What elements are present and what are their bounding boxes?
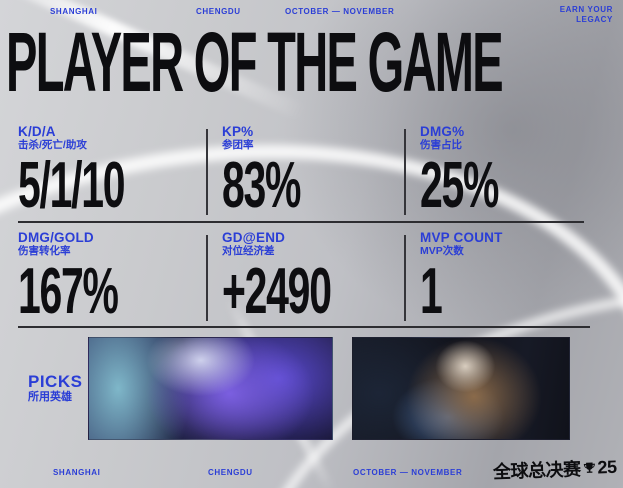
stat-label-cn: 对位经济差 xyxy=(222,245,275,257)
trophy-icon xyxy=(583,462,595,473)
stat-label: MVP COUNT xyxy=(420,230,503,245)
worlds-logo-year: 25 xyxy=(597,456,618,478)
stat-value: 167% xyxy=(18,254,119,327)
picks-section-label: PICKS 所用英雄 xyxy=(28,372,82,404)
stat-label: DMG/GOLD xyxy=(18,230,94,245)
stat-label: GD@END xyxy=(222,230,286,245)
stat-label-cn: MVP次数 xyxy=(420,245,464,257)
top-dates: OCTOBER — NOVEMBER xyxy=(285,7,395,16)
bottom-city-shanghai: SHANGHAI xyxy=(53,468,101,477)
bottom-city-chengdu: CHENGDU xyxy=(208,468,253,477)
stat-mvp-count: MVP COUNT MVP次数 1 xyxy=(420,230,600,327)
divider xyxy=(206,235,208,321)
stat-value: +2490 xyxy=(222,254,332,327)
stat-dmg-gold: DMG/GOLD 伤害转化率 167% xyxy=(18,230,198,327)
worlds-logo: 全球总决赛 25 xyxy=(493,454,617,484)
stat-kda: K/D/A 击杀/死亡/助攻 5/1/10 xyxy=(18,124,198,221)
stat-dmg-pct: DMG% 伤害占比 25% xyxy=(420,124,600,221)
tagline-line2: LEGACY xyxy=(576,15,613,24)
tagline-line1: EARN YOUR xyxy=(559,5,613,14)
divider xyxy=(404,235,406,321)
ryze-splash-image xyxy=(88,337,333,440)
divider xyxy=(404,129,406,215)
stat-label-cn: 伤害转化率 xyxy=(18,245,71,257)
stat-value: 1 xyxy=(420,254,443,327)
stat-label-cn: 击杀/死亡/助攻 xyxy=(18,139,87,151)
divider xyxy=(18,326,590,328)
stat-value: 83% xyxy=(222,148,301,221)
bottom-dates: OCTOBER — NOVEMBER xyxy=(353,468,463,477)
stat-kp: KP% 参团率 83% xyxy=(222,124,402,221)
divider xyxy=(206,129,208,215)
page-title: PLAYER OF THE GAME xyxy=(6,15,504,109)
divider xyxy=(18,221,584,223)
top-city-shanghai: SHANGHAI xyxy=(50,7,98,16)
picks-label: PICKS xyxy=(28,372,83,391)
stat-label: DMG% xyxy=(420,124,465,139)
tagline: EARN YOUR LEGACY xyxy=(560,5,613,25)
orianna-splash-image xyxy=(352,337,570,440)
picks-label-cn: 所用英雄 xyxy=(28,391,72,403)
stat-label: K/D/A xyxy=(18,124,56,139)
stat-value: 25% xyxy=(420,148,499,221)
stat-label-cn: 参团率 xyxy=(222,139,254,151)
stat-value: 5/1/10 xyxy=(18,148,126,221)
stat-label-cn: 伤害占比 xyxy=(420,139,462,151)
stat-label: KP% xyxy=(222,124,254,139)
top-city-chengdu: CHENGDU xyxy=(196,7,241,16)
worlds-logo-text: 全球总决赛 xyxy=(493,459,582,483)
stat-gd-end: GD@END 对位经济差 +2490 xyxy=(222,230,402,327)
